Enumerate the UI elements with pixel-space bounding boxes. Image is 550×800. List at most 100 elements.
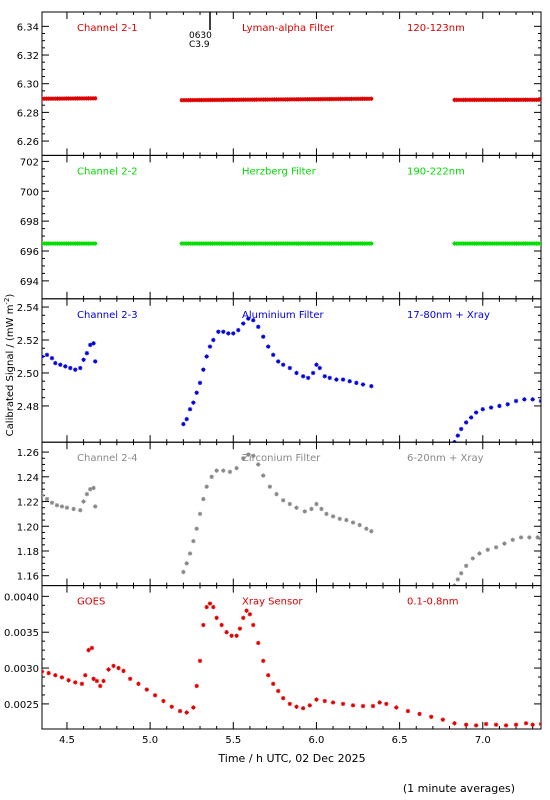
data-point <box>344 96 350 102</box>
x-tick-label: 6.0 <box>308 735 324 746</box>
data-point <box>86 241 91 246</box>
data-point <box>221 241 226 246</box>
data-point <box>251 622 256 628</box>
data-point <box>61 241 67 246</box>
data-point <box>333 96 339 102</box>
data-point <box>261 334 266 339</box>
data-point <box>440 717 446 722</box>
data-point <box>79 96 85 101</box>
data-point <box>191 538 196 544</box>
data-point <box>523 97 528 102</box>
data-point <box>305 375 311 381</box>
data-point <box>351 96 356 102</box>
data-point <box>64 96 69 101</box>
data-point <box>364 96 370 101</box>
data-point <box>358 96 363 102</box>
y-tick-label: 1.20 <box>17 522 39 533</box>
flare-marker-class: C3.9 <box>189 40 210 50</box>
data-point <box>236 241 242 246</box>
data-point <box>309 97 315 102</box>
data-point <box>349 96 354 102</box>
data-point <box>53 241 58 246</box>
data-point <box>194 683 199 689</box>
data-point <box>203 241 209 246</box>
data-point <box>503 241 508 246</box>
data-point <box>263 241 268 246</box>
data-point <box>42 354 45 359</box>
data-point <box>362 96 367 102</box>
data-point <box>214 468 219 473</box>
data-point <box>458 241 464 246</box>
data-point <box>463 420 469 425</box>
data-point <box>336 96 341 102</box>
data-point <box>314 501 319 507</box>
data-point <box>247 241 253 246</box>
data-point <box>314 362 319 367</box>
data-point <box>305 241 310 246</box>
data-point <box>369 529 374 534</box>
data-point <box>291 241 297 246</box>
data-point <box>523 721 529 726</box>
data-point <box>73 680 78 685</box>
data-point <box>510 537 515 543</box>
data-point <box>73 367 78 372</box>
data-point <box>42 241 47 246</box>
data-point <box>79 241 85 246</box>
data-point <box>333 241 339 246</box>
data-point <box>250 241 255 246</box>
data-point <box>204 354 209 359</box>
data-point <box>219 622 224 628</box>
series-2 <box>42 241 541 246</box>
data-point <box>454 97 459 103</box>
data-point <box>199 241 204 246</box>
data-point <box>234 241 240 246</box>
series-3 <box>42 316 541 443</box>
data-point <box>493 722 499 727</box>
y-tick-label: 6.34 <box>17 22 39 33</box>
data-point <box>194 390 199 395</box>
data-point <box>181 97 187 103</box>
data-point <box>49 355 55 361</box>
data-point <box>234 97 240 102</box>
data-point <box>194 241 200 246</box>
data-point <box>521 241 526 246</box>
data-point <box>232 97 237 102</box>
data-point <box>71 506 76 512</box>
data-point <box>369 241 374 246</box>
data-point <box>417 711 422 717</box>
data-point <box>530 397 535 402</box>
data-point <box>53 360 58 366</box>
y-tick-label: 1.16 <box>17 572 39 583</box>
x-axis-label: Time / h UTC, 02 Dec 2025 <box>217 752 365 765</box>
y-tick-label: 2.50 <box>17 369 39 380</box>
data-point <box>355 96 361 102</box>
data-point <box>46 670 51 676</box>
data-point <box>516 241 522 246</box>
data-point <box>275 359 281 364</box>
data-point <box>467 97 473 103</box>
data-point <box>73 241 78 246</box>
data-point <box>366 241 372 246</box>
data-point <box>473 723 479 728</box>
data-point <box>66 678 71 683</box>
data-point <box>190 97 195 103</box>
data-point <box>269 241 275 246</box>
data-point <box>496 97 502 103</box>
data-point <box>347 96 352 102</box>
panel-band-label: 190-222nm <box>407 166 465 177</box>
data-point <box>300 97 306 102</box>
data-point <box>261 241 266 246</box>
data-point <box>463 241 468 246</box>
data-point <box>261 658 266 664</box>
data-point <box>55 241 60 246</box>
data-point <box>214 241 220 246</box>
data-point <box>243 97 248 102</box>
data-point <box>44 96 49 101</box>
data-point <box>205 97 211 103</box>
data-point <box>493 545 499 550</box>
data-point <box>280 241 286 246</box>
data-point <box>186 97 191 103</box>
data-point <box>527 241 533 246</box>
data-point <box>316 96 321 102</box>
data-point <box>527 535 532 540</box>
